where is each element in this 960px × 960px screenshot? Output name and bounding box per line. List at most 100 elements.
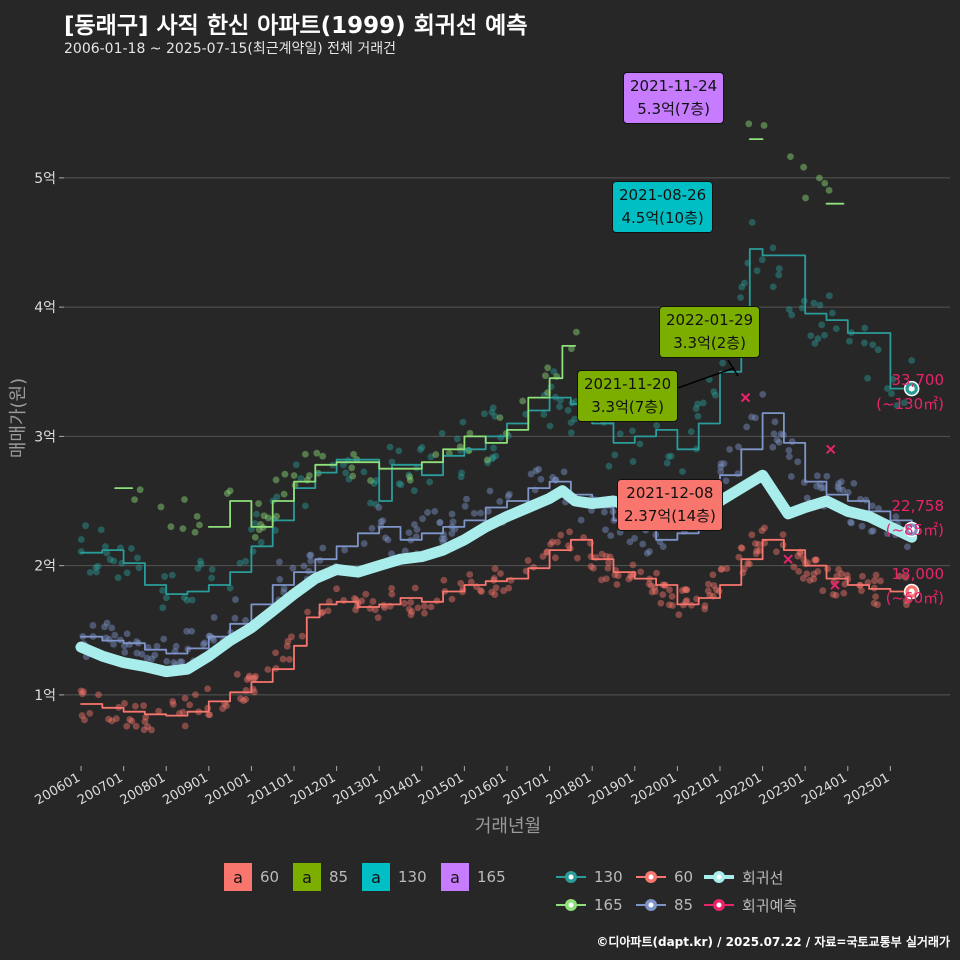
scatter-point bbox=[103, 619, 111, 627]
scatter-point bbox=[489, 454, 497, 461]
legend-area-85: a 85 bbox=[293, 862, 348, 892]
scatter-point bbox=[272, 649, 280, 657]
scatter-point bbox=[319, 544, 327, 552]
scatter-point bbox=[875, 505, 882, 512]
scatter-point bbox=[753, 267, 761, 275]
scatter-point bbox=[176, 658, 184, 666]
scatter-point bbox=[837, 478, 845, 486]
scatter-point bbox=[832, 591, 840, 599]
scatter-point bbox=[738, 283, 746, 291]
scatter-point bbox=[794, 458, 802, 466]
scatter-point bbox=[448, 595, 456, 603]
scatter-point bbox=[78, 690, 86, 698]
scatter-point bbox=[103, 549, 111, 557]
legend-label: 60 bbox=[260, 868, 280, 886]
scatter-point bbox=[121, 648, 129, 656]
scatter-point bbox=[453, 435, 461, 443]
scatter-point bbox=[737, 294, 744, 301]
scatter-point bbox=[874, 346, 882, 354]
end-label-value: 18,000 bbox=[891, 565, 945, 583]
scatter-point bbox=[679, 468, 686, 475]
legend-label: 165 bbox=[477, 868, 506, 886]
scatter-point bbox=[902, 574, 910, 581]
scatter-point bbox=[564, 406, 572, 414]
scatter-point bbox=[740, 565, 748, 573]
scatter-point bbox=[758, 527, 766, 535]
scatter-point bbox=[112, 715, 120, 723]
scatter-point bbox=[432, 451, 440, 458]
y-tick-label: 4억 bbox=[34, 300, 56, 316]
y-tick-label: 5억 bbox=[34, 171, 56, 187]
scatter-point bbox=[737, 544, 745, 552]
x-tick-label: 200901 bbox=[160, 770, 210, 808]
scatter-point bbox=[794, 552, 802, 560]
x-tick-label: 201001 bbox=[203, 770, 253, 808]
legend-label: 회귀예측 bbox=[742, 896, 798, 915]
scatter-point bbox=[602, 526, 609, 534]
scatter-point bbox=[832, 325, 840, 333]
scatter-point bbox=[788, 311, 796, 319]
scatter-point bbox=[532, 467, 540, 475]
annotation-85-b: 2021-11-20 3.3억(7층) bbox=[577, 370, 679, 422]
scatter-point bbox=[773, 436, 781, 444]
scatter-point bbox=[193, 512, 201, 520]
scatter-point bbox=[653, 569, 660, 577]
scatter-point bbox=[488, 588, 496, 596]
scatter-point bbox=[659, 591, 667, 599]
scatter-point bbox=[568, 399, 576, 407]
scatter-point bbox=[371, 606, 379, 614]
scatter-point bbox=[413, 526, 421, 533]
scatter-point bbox=[426, 478, 434, 486]
x-tick-label: 202001 bbox=[629, 770, 679, 808]
scatter-point bbox=[701, 602, 709, 610]
scatter-point bbox=[457, 473, 465, 481]
scatter-point bbox=[251, 533, 259, 541]
forecast-mark bbox=[830, 580, 840, 590]
series-line-60 bbox=[80, 538, 913, 717]
scatter-point bbox=[226, 487, 234, 495]
scatter-point bbox=[374, 614, 382, 622]
scatter-point bbox=[756, 547, 763, 555]
scatter-point bbox=[369, 598, 377, 605]
scatter-point bbox=[368, 524, 376, 532]
scatter-point bbox=[121, 642, 128, 650]
scatter-point bbox=[181, 722, 189, 730]
scatter-point bbox=[657, 599, 665, 607]
scatter-point bbox=[572, 328, 580, 336]
scatter-point bbox=[790, 563, 798, 571]
scatter-point bbox=[785, 446, 793, 454]
chart-title: [동래구] 사직 한신 아파트(1999) 회귀선 예측 bbox=[64, 13, 528, 39]
annotation-value: 2.37억(14층) bbox=[624, 507, 716, 525]
scatter-point bbox=[264, 514, 272, 522]
scatter-point bbox=[360, 540, 368, 547]
x-tick-label: 201801 bbox=[544, 770, 594, 808]
scatter-point bbox=[255, 526, 263, 534]
scatter-point bbox=[292, 461, 300, 469]
scatter-point bbox=[720, 460, 728, 468]
scatter-point bbox=[440, 535, 448, 543]
scatter-point bbox=[821, 179, 829, 187]
x-tick-label: 202201 bbox=[714, 770, 764, 808]
scatter-point bbox=[421, 609, 428, 617]
scatter-point bbox=[360, 468, 368, 476]
scatter-point bbox=[436, 519, 444, 527]
scatter-point bbox=[611, 571, 619, 579]
scatter-point bbox=[546, 422, 554, 430]
scatter-point bbox=[275, 558, 283, 566]
scatter-point bbox=[668, 592, 676, 600]
legend-label: 60 bbox=[674, 868, 694, 886]
scatter-point bbox=[133, 649, 141, 657]
scatter-point bbox=[835, 566, 842, 573]
scatter-point bbox=[718, 565, 726, 573]
scatter-point bbox=[128, 545, 135, 552]
scatter-point bbox=[283, 642, 291, 650]
scatter-point bbox=[892, 513, 900, 521]
scatter-point bbox=[568, 345, 575, 353]
scatter-point bbox=[188, 627, 196, 635]
scatter-point bbox=[340, 597, 348, 604]
scatter-point bbox=[799, 574, 807, 582]
scatter-point bbox=[301, 450, 309, 458]
scatter-point bbox=[448, 530, 456, 537]
scatter-point bbox=[484, 507, 492, 515]
scatter-point bbox=[908, 357, 916, 364]
